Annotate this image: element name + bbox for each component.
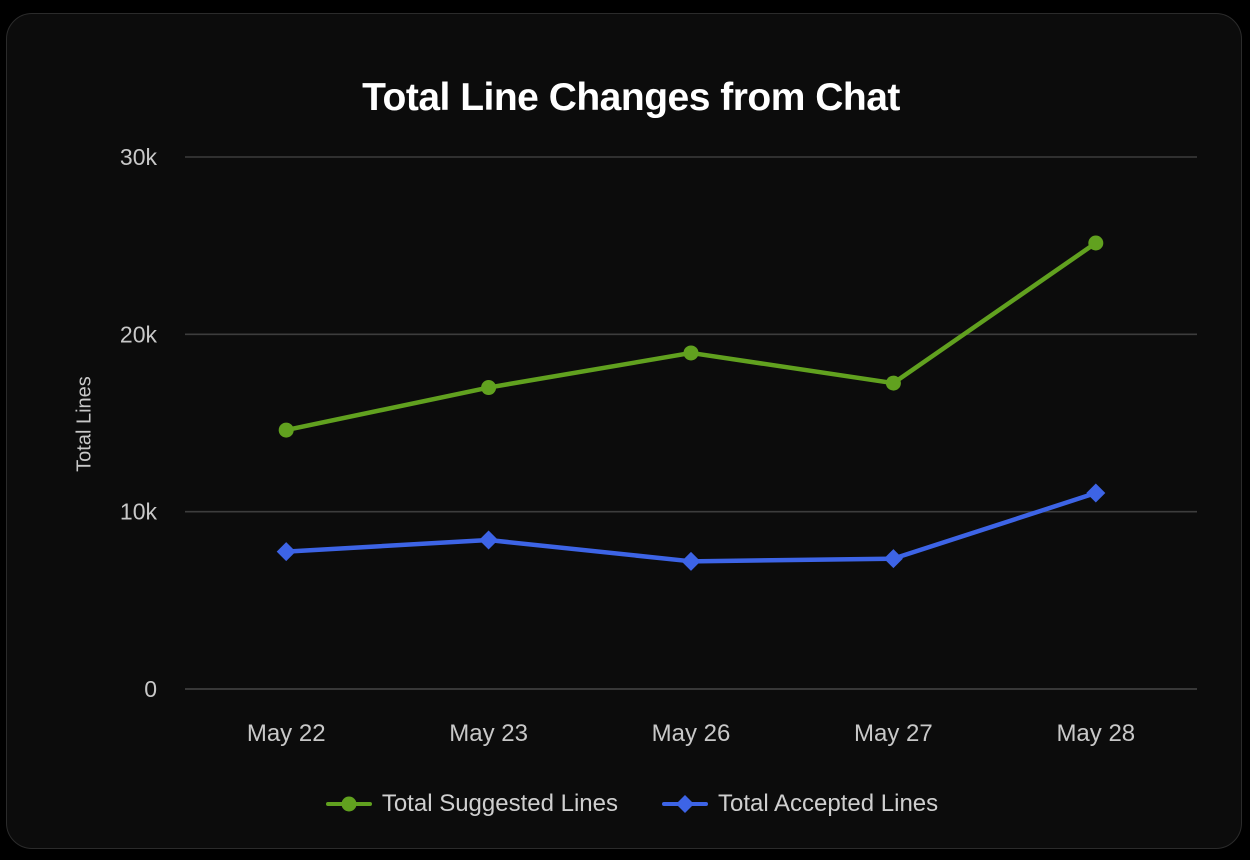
legend-label-accepted: Total Accepted Lines bbox=[718, 790, 939, 817]
data-point[interactable] bbox=[883, 549, 903, 569]
legend-item-suggested[interactable]: Total Suggested Lines bbox=[325, 790, 618, 818]
line-chart[interactable]: 0 10k 20k 30k May 22 May 23 May 26 May 27 May 28 bbox=[7, 14, 1250, 860]
data-point[interactable] bbox=[278, 422, 294, 438]
y-tick-label: 0 bbox=[144, 676, 157, 702]
x-tick-label: May 28 bbox=[1056, 720, 1135, 747]
legend-item-accepted[interactable]: Total Accepted Lines bbox=[662, 790, 938, 818]
legend-marker-circle-icon bbox=[325, 796, 372, 812]
legend-marker-diamond-icon bbox=[662, 795, 708, 813]
chart-legend: Total Suggested Lines Total Accepted Lin… bbox=[7, 786, 1250, 822]
data-point[interactable] bbox=[885, 375, 901, 391]
series-line bbox=[283, 240, 1099, 433]
y-tick-label: 30k bbox=[120, 144, 158, 170]
data-point[interactable] bbox=[681, 551, 701, 571]
x-tick-label: May 26 bbox=[652, 720, 731, 747]
data-point[interactable] bbox=[481, 380, 497, 396]
x-tick-label: May 23 bbox=[449, 720, 528, 747]
data-point[interactable] bbox=[479, 530, 499, 550]
series-line bbox=[283, 490, 1099, 564]
y-tick-label: 10k bbox=[120, 499, 158, 525]
data-point[interactable] bbox=[683, 345, 699, 361]
chart-card: Total Line Changes from Chat Total Lines… bbox=[6, 13, 1242, 849]
y-tick-label: 20k bbox=[120, 321, 158, 347]
data-point[interactable] bbox=[1086, 483, 1106, 503]
x-tick-label: May 22 bbox=[247, 720, 326, 747]
legend-label-suggested: Total Suggested Lines bbox=[381, 790, 618, 817]
data-point[interactable] bbox=[276, 542, 296, 562]
x-tick-label: May 27 bbox=[854, 720, 933, 747]
chart-title: Total Line Changes from Chat bbox=[362, 76, 900, 119]
data-point[interactable] bbox=[1088, 235, 1104, 251]
